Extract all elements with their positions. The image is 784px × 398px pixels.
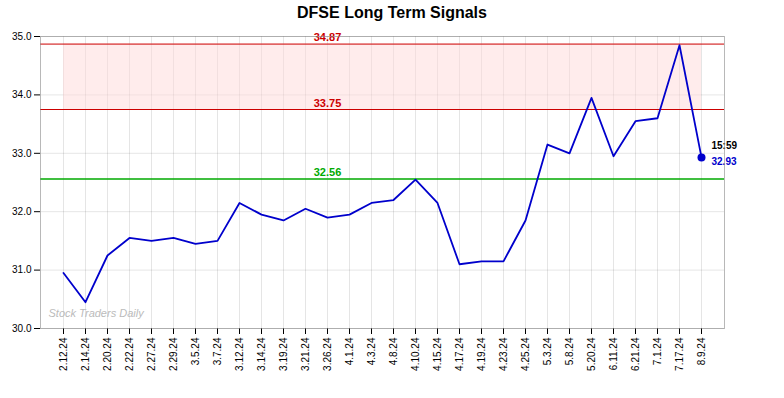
svg-text:2.27.24: 2.27.24 [146, 337, 157, 371]
svg-text:2.29.24: 2.29.24 [168, 337, 179, 371]
svg-text:4.19.24: 4.19.24 [476, 337, 487, 371]
svg-text:5.3.24: 5.3.24 [542, 337, 553, 365]
svg-text:7.17.24: 7.17.24 [674, 337, 685, 371]
svg-text:32.56: 32.56 [314, 166, 342, 178]
svg-text:32.0: 32.0 [12, 206, 32, 217]
svg-text:4.1.24: 4.1.24 [344, 337, 355, 365]
svg-text:3.14.24: 3.14.24 [256, 337, 267, 371]
svg-text:6.11.24: 6.11.24 [608, 337, 619, 370]
svg-text:Stock Traders Daily: Stock Traders Daily [49, 307, 146, 319]
svg-text:4.23.24: 4.23.24 [498, 337, 509, 371]
svg-text:6.21.24: 6.21.24 [630, 337, 641, 371]
svg-text:3.21.24: 3.21.24 [300, 337, 311, 371]
svg-text:3.26.24: 3.26.24 [322, 337, 333, 371]
svg-text:4.8.24: 4.8.24 [388, 337, 399, 365]
svg-text:31.0: 31.0 [12, 264, 32, 275]
svg-text:32.93: 32.93 [711, 155, 737, 167]
svg-text:2.14.24: 2.14.24 [80, 337, 91, 371]
svg-text:3.19.24: 3.19.24 [278, 337, 289, 371]
svg-text:35.0: 35.0 [12, 31, 32, 42]
svg-text:2.20.24: 2.20.24 [102, 337, 113, 371]
svg-text:2.12.24: 2.12.24 [58, 337, 69, 371]
html-text:DFSE Long Term Signals: DFSE Long Term Signals [297, 4, 487, 21]
svg-text:4.17.24: 4.17.24 [454, 337, 465, 371]
svg-text:33.75: 33.75 [314, 97, 342, 109]
svg-text:4.15.24: 4.15.24 [432, 337, 443, 371]
svg-text:4.25.24: 4.25.24 [520, 337, 531, 371]
svg-text:3.7.24: 3.7.24 [212, 337, 223, 365]
svg-text:3.12.24: 3.12.24 [234, 337, 245, 371]
svg-text:8.9.24: 8.9.24 [696, 337, 707, 365]
svg-text:7.1.24: 7.1.24 [652, 337, 663, 365]
svg-text:5.20.24: 5.20.24 [586, 337, 597, 371]
svg-text:5.8.24: 5.8.24 [564, 337, 575, 365]
svg-text:30.0: 30.0 [12, 323, 32, 334]
svg-text:15:59: 15:59 [711, 139, 738, 151]
svg-text:34.87: 34.87 [314, 31, 342, 43]
svg-text:2.22.24: 2.22.24 [124, 337, 135, 371]
svg-text:3.5.24: 3.5.24 [190, 337, 201, 365]
svg-text:4.10.24: 4.10.24 [410, 337, 421, 371]
svg-text:4.3.24: 4.3.24 [366, 337, 377, 365]
svg-text:34.0: 34.0 [12, 89, 32, 100]
svg-text:33.0: 33.0 [12, 148, 32, 159]
